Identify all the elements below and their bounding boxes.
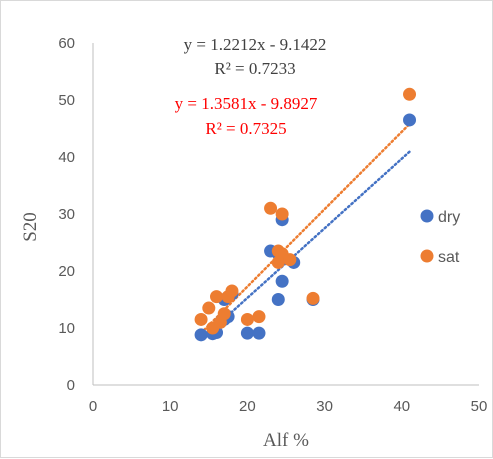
y-tick-label: 10: [58, 320, 75, 337]
x-tick-label: 0: [89, 398, 97, 415]
sat-data-point: [225, 284, 239, 298]
x-tick-label: 10: [162, 398, 179, 415]
sat-data-point: [210, 290, 224, 304]
sat-data-point: [403, 87, 417, 101]
dry-data-point: [271, 293, 285, 306]
sat-data-point: [202, 301, 216, 315]
trendlines: [199, 122, 411, 341]
dry-trendline-r2: R² = 0.7233: [214, 59, 295, 78]
sat-data-point: [194, 312, 208, 326]
y-tick-label: 60: [58, 35, 75, 52]
x-axis-title: Alf %: [263, 430, 309, 451]
sat-data-point: [283, 253, 297, 267]
y-tick-label: 50: [58, 92, 75, 109]
dry-data-point: [194, 328, 208, 342]
x-tick-label: 40: [393, 398, 410, 415]
legend: dry sat: [420, 209, 460, 266]
sat-data-point: [252, 310, 266, 324]
x-tick-label: 20: [239, 398, 256, 415]
dry-data-point: [275, 274, 289, 288]
sat-data-point: [306, 291, 320, 305]
legend-label-sat: sat: [438, 249, 460, 266]
y-tick-label: 40: [58, 149, 75, 166]
dry-data-point: [403, 113, 417, 127]
y-tick-label: 30: [58, 206, 75, 223]
sat-data-point: [275, 207, 289, 221]
sat-trendline-r2: R² = 0.7325: [205, 119, 286, 138]
dry-trendline: [199, 150, 411, 341]
sat-trendline-equation: y = 1.3581x - 9.8927: [175, 94, 318, 113]
y-tick-label: 0: [67, 377, 75, 394]
y-axis-title: S20: [20, 212, 41, 242]
sat-trendline: [199, 122, 411, 335]
data-points: [194, 87, 417, 342]
dry-data-point: [252, 326, 266, 340]
x-tick-label: 50: [471, 398, 488, 415]
legend-marker-dry: [420, 209, 434, 223]
sat-data-point: [240, 312, 254, 326]
legend-marker-sat: [420, 249, 434, 263]
legend-label-dry: dry: [438, 209, 460, 226]
y-tick-label: 20: [58, 263, 75, 280]
dry-trendline-equation: y = 1.2212x - 9.1422: [184, 35, 327, 54]
x-tick-label: 30: [316, 398, 333, 415]
sat-data-point: [217, 307, 231, 321]
dry-data-point: [240, 326, 254, 340]
sat-data-point: [264, 201, 278, 215]
axes: 0 10 20 30 40 50 0 10 20 30 40 50 60: [58, 35, 487, 415]
annotations: y = 1.2212x - 9.1422 R² = 0.7233 y = 1.3…: [20, 35, 326, 451]
